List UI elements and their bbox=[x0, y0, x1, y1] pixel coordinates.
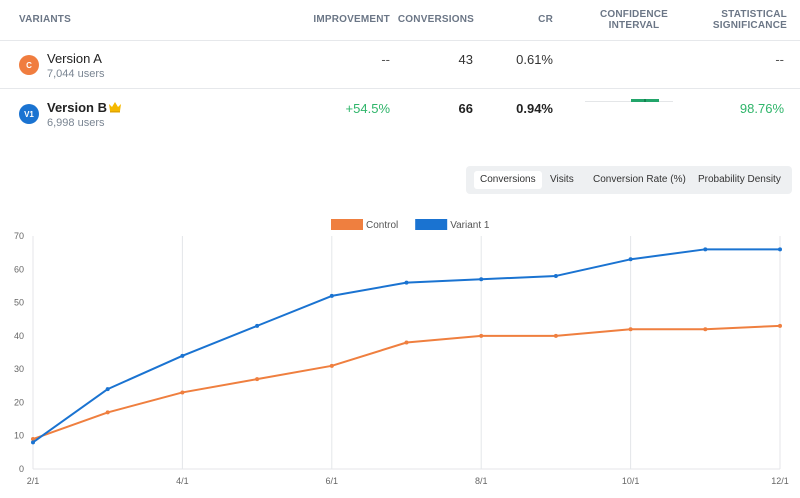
x-tick-label: 4/1 bbox=[176, 476, 189, 486]
chart-tabs: Conversions Visits Conversion Rate (%) P… bbox=[466, 166, 792, 194]
y-tick-label: 0 bbox=[19, 464, 24, 474]
data-point bbox=[479, 277, 484, 282]
data-point bbox=[255, 377, 260, 382]
variant-users: 6,998 users bbox=[47, 117, 105, 129]
data-point bbox=[180, 390, 185, 395]
data-point bbox=[31, 437, 35, 442]
data-point bbox=[778, 247, 782, 252]
confidence-interval-bar bbox=[585, 99, 673, 102]
y-tick-label: 60 bbox=[14, 264, 24, 274]
y-tick-label: 30 bbox=[14, 364, 24, 374]
avatar: C bbox=[19, 55, 39, 75]
column-header-improvement[interactable]: IMPROVEMENT bbox=[313, 14, 390, 25]
data-point bbox=[31, 440, 35, 445]
data-point bbox=[105, 387, 110, 392]
variant-name[interactable]: Version A bbox=[47, 51, 102, 66]
column-header-sig-line1: STATISTICAL bbox=[721, 9, 787, 20]
x-tick-label: 12/1 bbox=[771, 476, 789, 486]
y-tick-label: 70 bbox=[14, 231, 24, 241]
variant-name[interactable]: Version B bbox=[47, 100, 122, 116]
legend-label: Control bbox=[366, 220, 398, 231]
tab-conversions[interactable]: Conversions bbox=[474, 171, 542, 189]
avatar: V1 bbox=[19, 104, 39, 124]
tab-probability-density[interactable]: Probability Density bbox=[698, 174, 781, 185]
data-point bbox=[703, 327, 708, 332]
legend-swatch bbox=[415, 219, 448, 230]
cr-value: 0.61% bbox=[516, 52, 553, 67]
data-point bbox=[180, 353, 185, 358]
data-point bbox=[703, 247, 708, 252]
column-header-ci-line1: CONFIDENCE bbox=[599, 9, 669, 20]
improvement-value: +54.5% bbox=[345, 101, 390, 116]
significance-value: 98.76% bbox=[739, 101, 784, 116]
data-point bbox=[329, 363, 334, 368]
data-point bbox=[404, 280, 409, 285]
column-header-cr[interactable]: CR bbox=[538, 14, 553, 25]
data-point bbox=[628, 327, 633, 332]
data-point bbox=[553, 333, 558, 338]
data-point bbox=[255, 323, 260, 328]
y-tick-label: 20 bbox=[14, 397, 24, 407]
y-tick-label: 40 bbox=[14, 331, 24, 341]
data-point bbox=[628, 257, 633, 262]
table-row-version-b: V1 Version B 6,998 users +54.5% 66 0.94%… bbox=[0, 90, 800, 138]
tab-conversion-rate[interactable]: Conversion Rate (%) bbox=[593, 174, 686, 185]
conversions-value: 66 bbox=[458, 101, 473, 116]
data-point bbox=[404, 340, 409, 345]
conversions-chart: 0 10 20 30 40 50 60 70 2/1 4/1 6/1 8/1 10/1 12/1 Contr… bbox=[0, 210, 800, 498]
series-line bbox=[32, 248, 780, 444]
variant-name-text: Version B bbox=[47, 100, 107, 115]
crown-icon bbox=[108, 101, 122, 116]
significance-value: -- bbox=[775, 52, 784, 67]
x-tick-label: 10/1 bbox=[622, 476, 640, 486]
line-chart: 0 10 20 30 40 50 60 70 2/1 4/1 6/1 8/1 10/1 12/1 Contr… bbox=[14, 219, 789, 486]
y-tick-label: 50 bbox=[14, 298, 24, 308]
column-header-conversions[interactable]: CONVERSIONS bbox=[397, 14, 474, 25]
table-header: VARIANTS IMPROVEMENT CONVERSIONS CR CONF… bbox=[0, 0, 800, 41]
column-header-sig-line2: SIGNIFICANCE bbox=[712, 20, 787, 31]
x-tick-label: 6/1 bbox=[326, 476, 339, 486]
data-point bbox=[105, 410, 110, 415]
y-tick-label: 10 bbox=[14, 431, 24, 441]
cr-value: 0.94% bbox=[516, 101, 553, 116]
table-row-version-a: C Version A 7,044 users -- 43 0.61% -- bbox=[0, 41, 800, 89]
x-tick-label: 2/1 bbox=[27, 476, 40, 486]
improvement-value: -- bbox=[381, 52, 390, 67]
variant-users: 7,044 users bbox=[47, 68, 105, 80]
conversions-value: 43 bbox=[458, 52, 473, 67]
data-point bbox=[329, 293, 334, 298]
column-header-statistical-significance[interactable]: STATISTICAL SIGNIFICANCE bbox=[697, 9, 787, 31]
column-header-variants[interactable]: VARIANTS bbox=[19, 14, 71, 25]
column-header-ci-line2: INTERVAL bbox=[608, 20, 660, 31]
data-point bbox=[479, 333, 484, 338]
data-point bbox=[778, 323, 782, 328]
tab-visits[interactable]: Visits bbox=[550, 174, 574, 185]
x-tick-label: 8/1 bbox=[475, 476, 488, 486]
column-header-confidence-interval[interactable]: CONFIDENCE INTERVAL bbox=[594, 9, 674, 31]
legend-swatch bbox=[331, 219, 363, 230]
legend-label: Variant 1 bbox=[450, 220, 490, 231]
data-point bbox=[553, 273, 558, 278]
